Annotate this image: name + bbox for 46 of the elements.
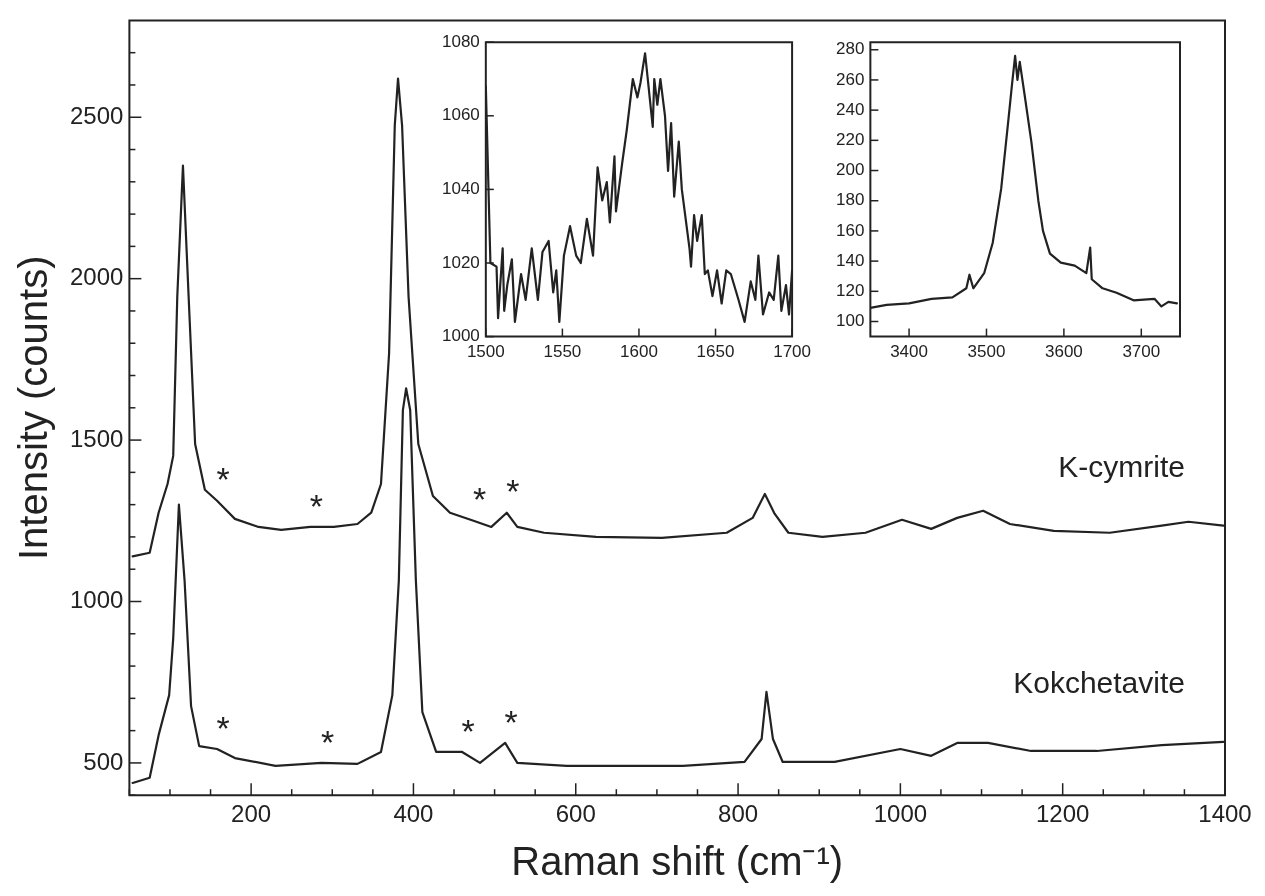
y-tick-label: 1040 [441, 179, 480, 199]
x-tick-label: 1000 [873, 800, 928, 828]
y-tick-label: 240 [835, 99, 865, 119]
x-tick-label: 400 [393, 800, 434, 828]
x-tick-label: 1600 [620, 342, 658, 362]
y-tick-label: 120 [835, 281, 865, 300]
y-tick-label: 1060 [441, 105, 480, 125]
annotation: * [321, 722, 335, 761]
x-tick-label: 1550 [543, 342, 582, 362]
x-tick-label: 800 [718, 800, 759, 828]
series-label: Kokchetavite [1013, 666, 1185, 700]
annotation: * [216, 460, 230, 499]
annotation: * [506, 472, 520, 511]
annotation: * [309, 486, 323, 525]
x-tick-label: 1200 [1035, 800, 1090, 828]
y-tick-label: 500 [83, 747, 124, 775]
y-tick-label: 2500 [70, 101, 124, 129]
y-tick-label: 280 [835, 39, 865, 59]
x-tick-label: 600 [555, 800, 596, 828]
x-tick-label: 1700 [773, 342, 811, 362]
x-tick-label: 1400 [1198, 800, 1252, 828]
annotation: * [504, 702, 518, 741]
x-tick-label: 3400 [890, 342, 928, 362]
y-tick-label: 1500 [70, 424, 124, 452]
annotation: * [472, 480, 487, 519]
x-tick-label: 3500 [967, 342, 1006, 362]
y-tick-label: 1080 [441, 31, 480, 51]
y-axis-title: Intensity (counts) [11, 255, 56, 561]
x-tick-label: 3600 [1044, 342, 1083, 362]
y-tick-label: 100 [835, 311, 865, 331]
y-tick-label: 220 [835, 130, 865, 150]
annotation: * [216, 708, 230, 747]
x-axis-title: Raman shift (cm⁻¹) [511, 839, 844, 884]
y-tick-label: 140 [835, 250, 865, 270]
y-tick-label: 2000 [70, 263, 124, 291]
y-tick-label: 1000 [70, 586, 124, 614]
series-label: K-cymrite [1058, 449, 1185, 483]
y-tick-label: 1020 [441, 252, 480, 272]
x-tick-label: 1650 [696, 342, 735, 362]
y-tick-label: 260 [835, 69, 865, 89]
y-tick-label: 200 [835, 160, 865, 180]
annotation: * [461, 711, 475, 750]
y-tick-label: 180 [835, 190, 865, 210]
x-tick-label: 200 [231, 800, 272, 828]
x-tick-label: 3700 [1122, 342, 1161, 362]
y-tick-label: 160 [835, 220, 865, 240]
